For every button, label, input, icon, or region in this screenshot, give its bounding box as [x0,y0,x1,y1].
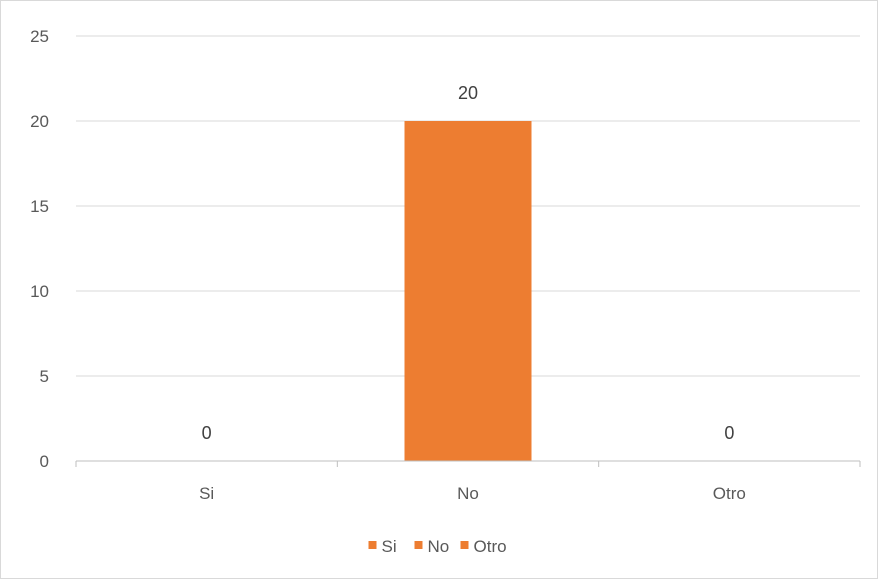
y-tick-label: 10 [30,282,49,301]
x-axis-category-labels: Si No Otro [199,484,746,503]
y-tick-label: 25 [30,27,49,46]
legend-label: Otro [474,537,507,556]
data-label: 20 [458,83,478,103]
bar-no [404,121,532,461]
bars [404,121,532,461]
x-category-label: Otro [713,484,746,503]
legend-swatch [460,541,469,549]
y-tick-label: 5 [40,367,49,386]
data-label: 0 [202,423,212,443]
y-tick-label: 15 [30,197,49,216]
legend-swatch [414,541,423,549]
y-tick-label: 0 [40,452,49,471]
x-category-label: Si [199,484,214,503]
legend: Si No Otro [368,537,507,556]
y-tick-label: 20 [30,112,49,131]
legend-label: Si [382,537,397,556]
y-axis-tick-labels: 0 5 10 15 20 25 [30,27,49,471]
x-category-label: No [457,484,479,503]
x-axis [75,460,861,467]
data-labels: 0 20 0 [202,83,735,443]
legend-swatch [368,541,377,549]
legend-label: No [428,537,450,556]
data-label: 0 [724,423,734,443]
